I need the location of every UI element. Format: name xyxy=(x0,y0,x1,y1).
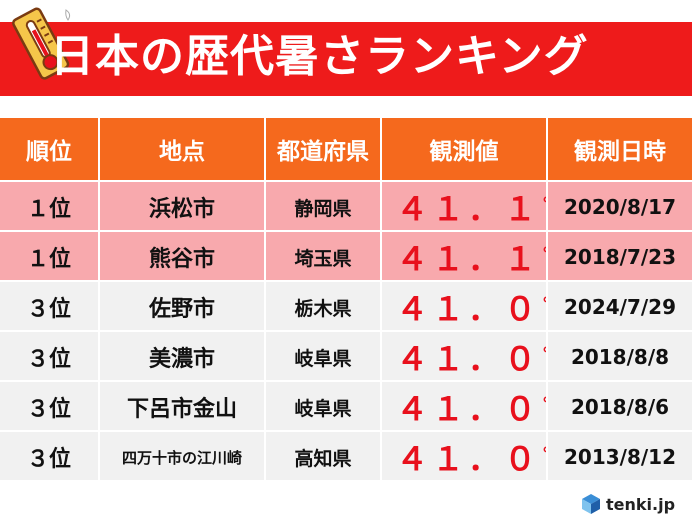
value-unit: ℃ xyxy=(542,344,546,365)
logo-text: tenki.jp xyxy=(606,494,676,514)
prefecture-cell: 埼玉県 xyxy=(266,232,382,282)
place-cell: 下呂市金山 xyxy=(100,382,266,432)
value-cell: ４１．０℃ xyxy=(382,432,548,482)
thermometer-icon xyxy=(12,7,71,80)
prefecture-cell: 岐阜県 xyxy=(266,382,382,432)
place-cell: 佐野市 xyxy=(100,282,266,332)
tenki-logo: tenki.jp xyxy=(580,491,692,517)
rank-cell: １位 xyxy=(0,182,100,232)
value-unit: ℃ xyxy=(542,244,546,265)
prefecture-cell: 岐阜県 xyxy=(266,332,382,382)
place-cell: 熊谷市 xyxy=(100,232,266,282)
value-cell: ４１．１℃ xyxy=(382,232,548,282)
prefecture-cell: 高知県 xyxy=(266,432,382,482)
value-number: ４１．０ xyxy=(396,390,541,428)
value-cell: ４１．０℃ xyxy=(382,332,548,382)
header-date: 観測日時 xyxy=(574,139,666,165)
table-header-row: 順位 地点 都道府県 観測値 観測日時 xyxy=(0,118,692,180)
header-prefecture: 都道府県 xyxy=(266,118,382,180)
rank-cell: ３位 xyxy=(0,282,100,332)
value-cell: ４１．１℃ xyxy=(382,182,548,232)
page-title: 日本の歴代暑さランキング xyxy=(50,31,589,82)
tenki-cube-icon xyxy=(582,494,600,514)
value-number: ４１．１ xyxy=(396,240,541,278)
date-cell: 2018/8/8 xyxy=(570,345,670,369)
ranking-table: 順位 地点 都道府県 観測値 観測日時 １位浜松市静岡県４１．１℃2020/8/… xyxy=(0,118,692,484)
value-number: ４１．１ xyxy=(396,190,541,228)
value-unit: ℃ xyxy=(542,444,546,465)
rank-cell: １位 xyxy=(0,232,100,282)
value-cell: ４１．０℃ xyxy=(382,382,548,432)
date-cell: 2024/7/29 xyxy=(563,295,677,319)
prefecture-cell: 栃木県 xyxy=(266,282,382,332)
header-rank: 順位 xyxy=(0,118,100,180)
value-number: ４１．０ xyxy=(396,440,541,478)
place-cell: 四万十市の江川崎 xyxy=(100,432,266,482)
value-unit: ℃ xyxy=(542,294,546,315)
value-number: ４１．０ xyxy=(396,340,541,378)
title-bar xyxy=(0,22,692,96)
date-cell: 2013/8/12 xyxy=(563,445,677,469)
value-number: ４１．０ xyxy=(396,290,541,328)
value-cell: ４１．０℃ xyxy=(382,282,548,332)
date-cell: 2020/8/17 xyxy=(563,195,677,219)
header-place: 地点 xyxy=(100,118,266,180)
place-cell: 浜松市 xyxy=(100,182,266,232)
date-cell: 2018/8/6 xyxy=(570,395,670,419)
place-cell: 美濃市 xyxy=(100,332,266,382)
date-cell: 2018/7/23 xyxy=(563,245,677,269)
rank-cell: ３位 xyxy=(0,332,100,382)
prefecture-cell: 静岡県 xyxy=(266,182,382,232)
rank-cell: ３位 xyxy=(0,382,100,432)
header-value: 観測値 xyxy=(382,118,548,180)
value-unit: ℃ xyxy=(542,194,546,215)
value-unit: ℃ xyxy=(542,394,546,415)
rank-cell: ３位 xyxy=(0,432,100,482)
